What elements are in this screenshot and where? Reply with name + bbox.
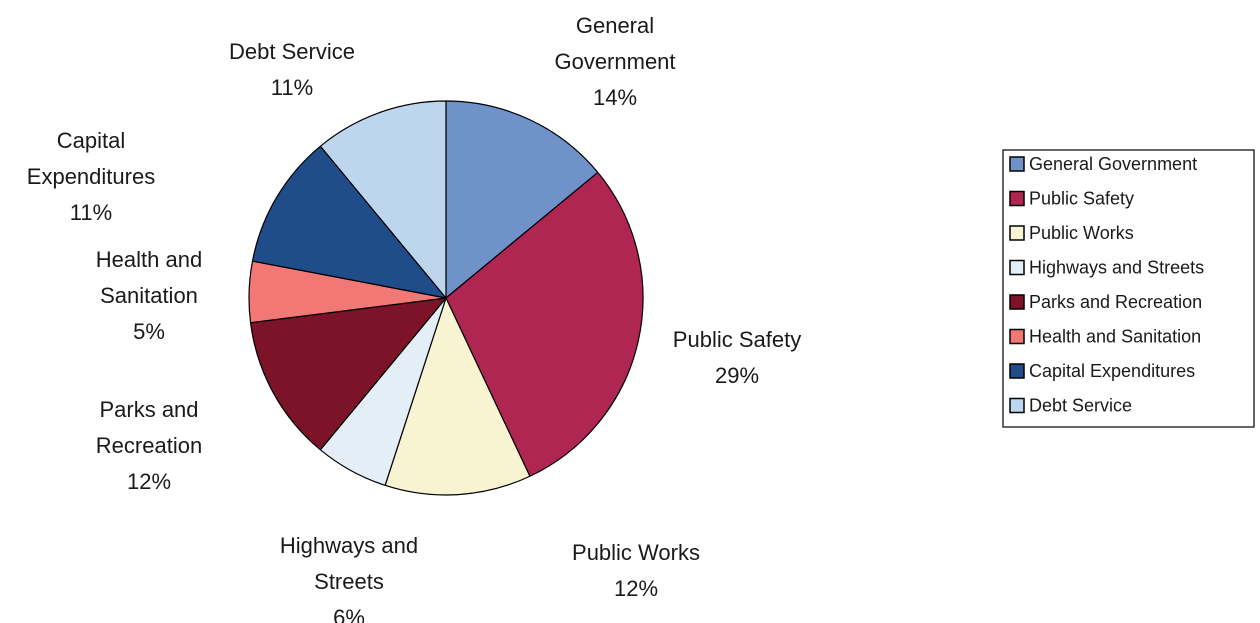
pie-slice-debt-service: [319, 100, 447, 299]
legend-swatch-capital-expenditures: [1009, 363, 1025, 379]
pie-slice-public-works: [384, 297, 531, 496]
legend-label-health-and-sanitation: Health and Sanitation: [1029, 327, 1201, 347]
legend-label-parks-and-recreation: Parks and Recreation: [1029, 292, 1202, 312]
legend-swatch-health-and-sanitation: [1009, 328, 1025, 345]
pie-slice-parks-and-recreation: [249, 297, 447, 451]
legend-label-public-works: Public Works: [1029, 223, 1134, 243]
legend-label-capital-expenditures: Capital Expenditures: [1029, 361, 1195, 381]
legend-box: [1002, 149, 1255, 428]
legend-label-public-safety: Public Safety: [1029, 189, 1134, 209]
legend-swatch-general-government: [1009, 156, 1025, 172]
data-label-public-works: Public Works 12%: [572, 540, 700, 601]
data-label-general-government: General Government 14%: [554, 13, 675, 110]
legend-label-general-government: General Government: [1029, 154, 1197, 174]
pie-slice-general-government: [445, 100, 599, 299]
data-label-debt-service: Debt Service 11%: [229, 39, 355, 100]
data-label-highways-and-streets: Highways and Streets 6%: [280, 533, 418, 623]
pie-slice-capital-expenditures: [251, 145, 447, 299]
pie-slices: [248, 100, 644, 496]
legend-swatch-parks-and-recreation: [1009, 294, 1025, 310]
data-label-health-and-sanitation: Health and Sanitation 5%: [96, 247, 202, 344]
data-label-parks-and-recreation: Parks and Recreation 12%: [96, 397, 202, 494]
pie-slice-public-safety: [445, 171, 644, 477]
data-label-public-safety: Public Safety 29%: [673, 327, 801, 388]
legend-swatch-debt-service: [1009, 397, 1025, 414]
legend-swatch-public-works: [1009, 225, 1025, 241]
legend-label-debt-service: Debt Service: [1029, 396, 1132, 416]
data-label-capital-expenditures: Capital Expenditures 11%: [27, 128, 155, 225]
legend: General Government Public Safety Public Wo…: [1002, 149, 1255, 428]
legend-swatch-public-safety: [1009, 190, 1025, 207]
legend-label-highways-and-streets: Highways and Streets: [1029, 258, 1204, 278]
legend-swatch-highways-and-streets: [1009, 259, 1025, 276]
pie-data-labels: General Government 14% Public Safety 29% Publ…: [27, 13, 801, 623]
